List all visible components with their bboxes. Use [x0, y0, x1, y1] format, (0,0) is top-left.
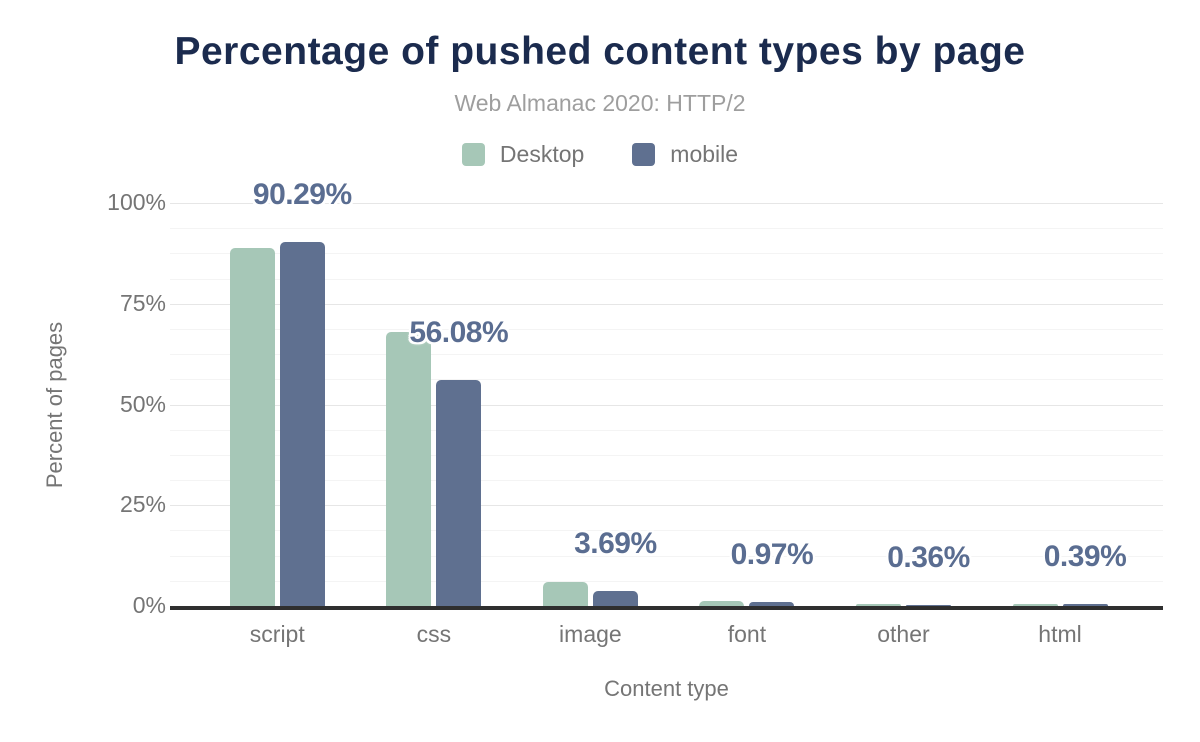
x-label-script: script [249, 621, 305, 647]
minor-gridline [170, 328, 1163, 330]
major-gridline [170, 203, 1163, 204]
y-tick-0%: 0% [132, 592, 166, 618]
bar-mobile-font [749, 602, 795, 606]
x-axis-title: Content type [604, 676, 729, 701]
value-label-css: 56.08% [409, 316, 509, 349]
legend: Desktop mobile [0, 141, 1200, 168]
x-label-font: font [727, 621, 767, 647]
bar-desktop-script [229, 248, 275, 606]
legend-item-desktop: Desktop [461, 141, 585, 168]
legend-label-desktop: Desktop [499, 141, 585, 167]
major-gridline [170, 303, 1163, 305]
minor-gridline [170, 228, 1163, 230]
x-axis-line [170, 606, 1163, 610]
minor-gridline [170, 580, 1163, 582]
major-gridline [170, 404, 1163, 406]
bar-desktop-image [542, 581, 588, 606]
minor-gridline [170, 354, 1163, 356]
y-tick-75%: 75% [119, 289, 166, 316]
minor-gridline [170, 379, 1163, 381]
value-label-html: 0.39% [1043, 540, 1127, 574]
y-tick-100%: 100% [107, 189, 166, 215]
minor-gridline [170, 429, 1163, 431]
minor-gridline [170, 253, 1163, 255]
y-tick-25%: 25% [119, 491, 166, 518]
value-label-script: 90.29% [252, 178, 352, 212]
minor-gridline [170, 555, 1163, 557]
x-label-other: other [877, 621, 930, 647]
value-label-image: 3.69% [574, 527, 657, 561]
bar-mobile-other [906, 604, 951, 606]
x-label-html: html [1038, 621, 1082, 647]
bar-mobile-script [279, 242, 325, 606]
minor-gridline [170, 454, 1163, 456]
bar-mobile-css [436, 380, 482, 606]
desktop-swatch-icon [461, 143, 485, 166]
major-gridline [170, 505, 1163, 507]
chart-subtitle: Web Almanac 2020: HTTP/2 [454, 90, 746, 116]
value-label-font: 0.97% [730, 538, 814, 572]
minor-gridline [170, 480, 1163, 482]
minor-gridline [170, 530, 1163, 532]
x-label-image: image [559, 621, 622, 647]
chart-title: Percentage of pushed content types by pa… [174, 30, 1026, 73]
bar-mobile-image [592, 591, 638, 606]
bar-desktop-css [386, 332, 432, 606]
value-label-other: 0.36% [887, 540, 970, 574]
bar-desktop-other [856, 603, 901, 606]
minor-gridline [170, 278, 1163, 280]
legend-item-mobile: mobile [632, 141, 738, 168]
mobile-swatch-icon [632, 143, 656, 166]
bar-desktop-html [1012, 604, 1058, 606]
bar-desktop-font [699, 601, 745, 606]
bar-mobile-html [1062, 604, 1108, 606]
legend-label-mobile: mobile [670, 141, 739, 167]
x-label-css: css [416, 621, 452, 647]
y-tick-50%: 50% [119, 390, 166, 417]
